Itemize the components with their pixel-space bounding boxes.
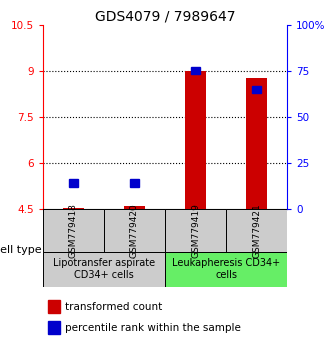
Text: Lipotransfer aspirate
CD34+ cells: Lipotransfer aspirate CD34+ cells bbox=[53, 258, 155, 280]
Bar bbox=[48, 321, 60, 334]
Bar bbox=[252, 86, 261, 93]
Bar bbox=[104, 209, 165, 252]
Bar bbox=[165, 209, 226, 252]
Text: cell type: cell type bbox=[0, 245, 42, 255]
Bar bbox=[191, 67, 200, 74]
Bar bbox=[69, 179, 78, 187]
Bar bbox=[226, 209, 287, 252]
Bar bbox=[63, 208, 84, 209]
Bar bbox=[130, 179, 139, 187]
Bar bbox=[43, 252, 165, 287]
Bar bbox=[185, 71, 206, 209]
Text: percentile rank within the sample: percentile rank within the sample bbox=[65, 323, 241, 333]
Text: Leukapheresis CD34+
cells: Leukapheresis CD34+ cells bbox=[172, 258, 280, 280]
Text: GSM779421: GSM779421 bbox=[252, 203, 261, 258]
Text: GSM779418: GSM779418 bbox=[69, 203, 78, 258]
Title: GDS4079 / 7989647: GDS4079 / 7989647 bbox=[95, 10, 235, 24]
Text: GSM779419: GSM779419 bbox=[191, 203, 200, 258]
Text: GSM779420: GSM779420 bbox=[130, 203, 139, 258]
Bar bbox=[124, 206, 145, 209]
Bar bbox=[246, 79, 267, 209]
Bar bbox=[48, 300, 60, 313]
Bar bbox=[165, 252, 287, 287]
Text: transformed count: transformed count bbox=[65, 302, 162, 312]
Bar bbox=[43, 209, 104, 252]
